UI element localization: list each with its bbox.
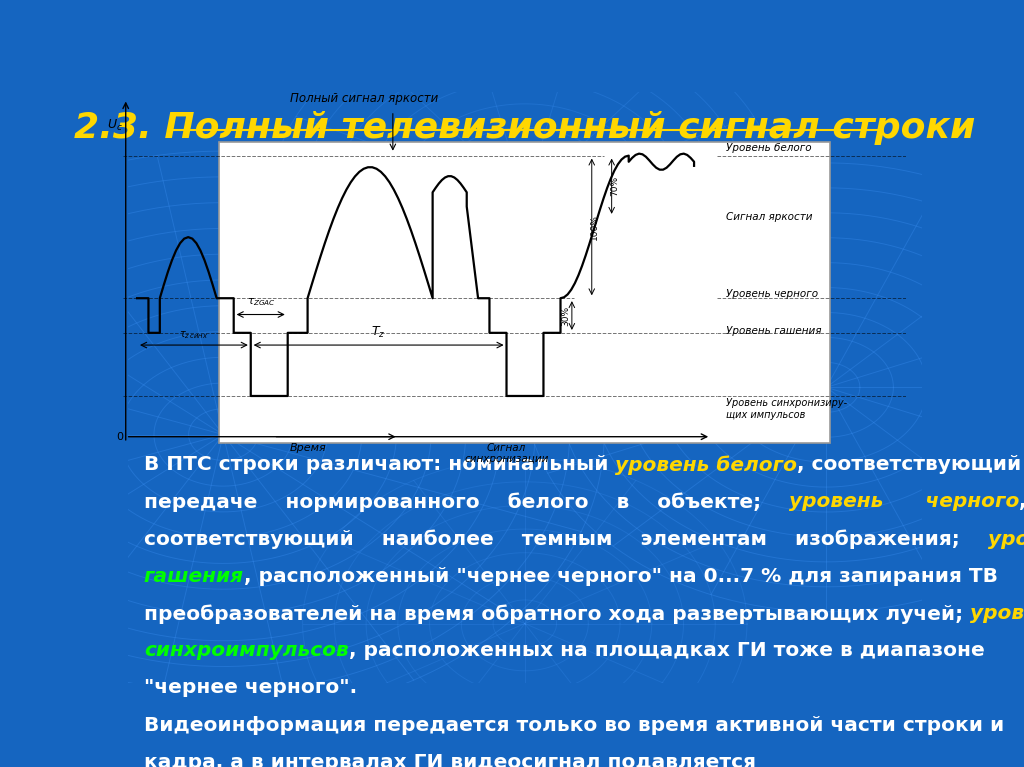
Text: Время: Время xyxy=(289,443,326,453)
Text: $\tau_{ZGAC}$: $\tau_{ZGAC}$ xyxy=(247,296,275,308)
Text: , расположенных на площадках ГИ тоже в диапазоне: , расположенных на площадках ГИ тоже в д… xyxy=(348,641,984,660)
Text: Уровень синхронизиру-
щих импульсов: Уровень синхронизиру- щих импульсов xyxy=(726,398,848,420)
Text: гашения: гашения xyxy=(143,567,244,586)
Text: уровень: уровень xyxy=(987,530,1024,548)
Text: 100%: 100% xyxy=(590,214,599,240)
Text: Полный сигнал яркости: Полный сигнал яркости xyxy=(290,92,438,105)
Text: , соответствующий: , соответствующий xyxy=(798,456,1022,474)
Text: Сигнал яркости: Сигнал яркости xyxy=(726,212,813,222)
Text: "чернее черного".: "чернее черного". xyxy=(143,679,357,697)
Text: $\tau_{z\,синх}$: $\tau_{z\,синх}$ xyxy=(179,329,209,341)
Text: преобразователей на время обратного хода развертывающих лучей;: преобразователей на время обратного хода… xyxy=(143,604,970,624)
Text: $U_c$: $U_c$ xyxy=(108,117,123,133)
Text: уровень: уровень xyxy=(970,604,1024,623)
Text: передаче    нормированного    белого    в    объекте;: передаче нормированного белого в объекте… xyxy=(143,492,790,512)
Text: соответствующий    наиболее    темным    элементам    изображения;: соответствующий наиболее темным элемента… xyxy=(143,530,987,549)
Text: , расположенный "чернее черного" на 0...7 % для запирания ТВ: , расположенный "чернее черного" на 0...… xyxy=(244,567,997,586)
Text: уровень      черного: уровень черного xyxy=(790,492,1019,512)
Text: синхроимпульсов: синхроимпульсов xyxy=(143,641,348,660)
Text: Сигнал
синхронизации: Сигнал синхронизации xyxy=(464,443,549,465)
Text: Видеоинформация передается только во время активной части строки и: Видеоинформация передается только во вре… xyxy=(143,716,1005,735)
Text: Уровень черного: Уровень черного xyxy=(726,289,818,299)
Text: 0: 0 xyxy=(116,432,123,442)
Text: $T_z$: $T_z$ xyxy=(372,325,386,340)
Text: ,: , xyxy=(1019,492,1024,512)
FancyBboxPatch shape xyxy=(219,142,830,443)
Text: 30%: 30% xyxy=(562,305,570,326)
Text: 2.3. Полный телевизионный сигнал строки: 2.3. Полный телевизионный сигнал строки xyxy=(74,111,976,145)
Text: кадра, а в интервалах ГИ видеосигнал подавляется: кадра, а в интервалах ГИ видеосигнал под… xyxy=(143,753,756,767)
Text: 70%: 70% xyxy=(610,176,618,196)
Text: В ПТС строки различают: номинальный: В ПТС строки различают: номинальный xyxy=(143,456,615,474)
Text: уровень белого: уровень белого xyxy=(615,456,798,475)
Text: Уровень белого: Уровень белого xyxy=(726,143,812,153)
Text: Уровень гашения: Уровень гашения xyxy=(726,326,822,336)
